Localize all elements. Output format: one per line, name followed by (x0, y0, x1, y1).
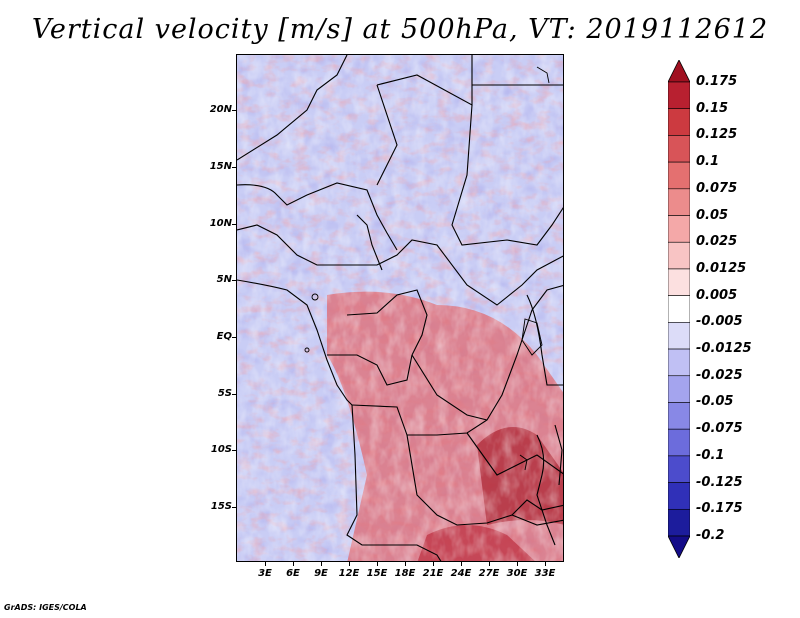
colorbar-segment (668, 295, 690, 323)
lon-label-24e: 24E (450, 568, 472, 579)
colorbar-label: 0.075 (696, 180, 738, 196)
colorbar-label: 0.175 (696, 74, 738, 89)
colorbar-segment (668, 188, 690, 216)
colorbar-segment (668, 508, 690, 537)
lat-label-5n: 5N (216, 274, 232, 285)
lat-label-20n: 20N (209, 104, 232, 115)
lat-tick (232, 224, 236, 225)
lon-label-18e: 18E (394, 568, 416, 579)
lat-label-15s: 15S (210, 501, 232, 512)
lon-tick (321, 562, 322, 566)
lon-label-21e: 21E (422, 568, 444, 579)
colorbar-label: -0.005 (696, 314, 743, 330)
colorbar-label: 0.05 (696, 207, 729, 223)
colorbar-segment (668, 215, 690, 243)
lon-tick (293, 562, 294, 566)
colorbar-label: 0.0125 (696, 260, 747, 276)
colorbar-label: 0.1 (696, 154, 720, 170)
colorbar-segment (668, 108, 690, 136)
lon-label-9e: 9E (314, 568, 328, 579)
colorbar-label: -0.2 (696, 528, 725, 543)
lon-tick (349, 562, 350, 566)
lon-label-30e: 30E (506, 568, 528, 579)
lat-label-15n: 15N (209, 161, 232, 172)
colorbar-top-arrow (668, 60, 690, 83)
colorbar-label: 0.005 (696, 287, 738, 303)
lon-tick (377, 562, 378, 566)
lon-label-15e: 15E (366, 568, 388, 579)
colorbar-segment (668, 402, 690, 430)
map-plot-area (236, 54, 564, 562)
colorbar (668, 60, 690, 558)
lat-label-5s: 5S (217, 388, 232, 399)
grads-credit: GrADS: IGES/COLA (4, 603, 87, 612)
colorbar-segment (668, 268, 690, 296)
lat-label-10n: 10N (209, 218, 232, 229)
lat-label-10s: 10S (210, 444, 232, 455)
velocity-field (237, 55, 563, 561)
colorbar-label: 0.125 (696, 127, 738, 143)
colorbar-label: -0.05 (696, 394, 734, 410)
colorbar-label: 0.025 (696, 234, 738, 250)
lat-tick (232, 167, 236, 168)
colorbar-label: -0.0125 (696, 341, 752, 357)
lat-tick (232, 280, 236, 281)
colorbar-segment (668, 81, 690, 110)
colorbar-label: -0.1 (696, 447, 725, 463)
colorbar-label: -0.075 (696, 421, 743, 437)
colorbar-segment (668, 161, 690, 190)
lat-tick (232, 394, 236, 395)
colorbar-segment (668, 322, 690, 350)
colorbar-label: 0.15 (696, 100, 729, 116)
colorbar-segment (668, 482, 690, 510)
lat-label-eq: EQ (216, 331, 232, 342)
colorbar-segment (668, 135, 690, 163)
colorbar-segment (668, 428, 690, 457)
lon-label-6e: 6E (286, 568, 300, 579)
lon-tick (517, 562, 518, 566)
colorbar-label: -0.125 (696, 474, 743, 490)
lat-tick (232, 507, 236, 508)
lon-tick (405, 562, 406, 566)
lon-tick (461, 562, 462, 566)
colorbar-label: -0.025 (696, 367, 743, 383)
lon-label-33e: 33E (534, 568, 556, 579)
colorbar-segment (668, 375, 690, 403)
lon-tick (545, 562, 546, 566)
lon-label-27e: 27E (478, 568, 500, 579)
colorbar-bottom-arrow (668, 535, 690, 558)
colorbar-segment (668, 455, 690, 483)
colorbar-segment (668, 348, 690, 377)
map-title: Vertical velocity [m/s] at 500hPa, VT: 2… (31, 14, 769, 45)
lat-tick (232, 450, 236, 451)
lat-tick (232, 337, 236, 338)
lon-tick (489, 562, 490, 566)
lon-label-3e: 3E (258, 568, 272, 579)
lon-tick (265, 562, 266, 566)
colorbar-label: -0.175 (696, 501, 743, 517)
lon-tick (433, 562, 434, 566)
lat-tick (232, 110, 236, 111)
colorbar-segment (668, 241, 690, 270)
lon-label-12e: 12E (338, 568, 360, 579)
